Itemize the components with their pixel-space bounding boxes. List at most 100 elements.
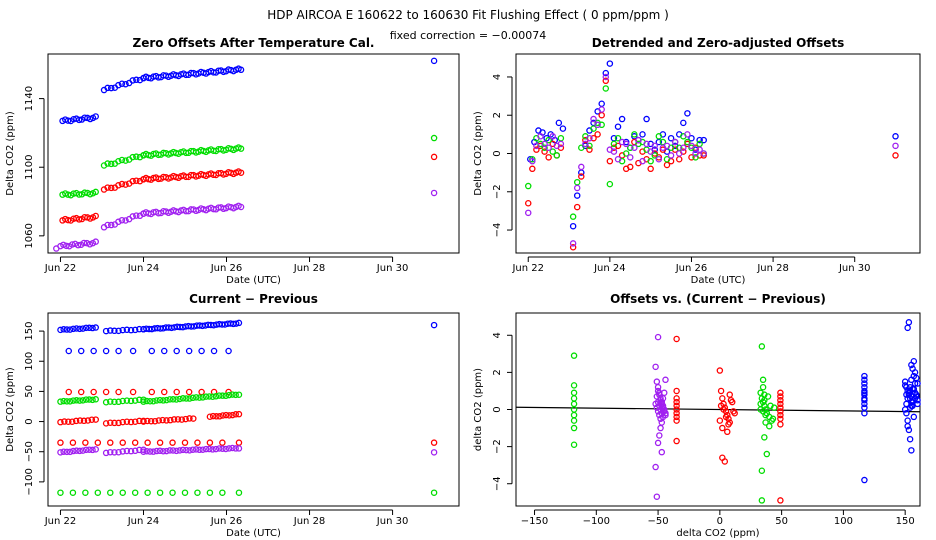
y-axis-label: delta CO2 (ppm) [473, 368, 484, 451]
data-point-purple [700, 150, 707, 157]
plot-frame [515, 312, 921, 507]
data-point-green [219, 489, 226, 496]
data-point-blue [910, 413, 918, 421]
data-point-purple [586, 134, 593, 142]
data-point-green [192, 394, 200, 401]
data-point-red [541, 148, 548, 155]
data-point-red [720, 406, 727, 413]
data-point-blue [861, 404, 868, 411]
data-point-purple [533, 142, 540, 150]
data-point-green [759, 383, 767, 391]
x-tick-label: Jun 28 [293, 516, 326, 527]
data-point-blue [75, 116, 83, 124]
data-point-purple [199, 446, 207, 453]
data-point-red [107, 419, 114, 426]
data-point-blue [86, 324, 93, 332]
data-point-red [84, 417, 92, 424]
data-point-blue [90, 347, 97, 355]
data-point-red [673, 406, 680, 413]
data-point-red [198, 388, 205, 396]
data-point-blue [210, 347, 218, 355]
data-point-purple [237, 203, 245, 211]
data-point-red [129, 388, 137, 396]
data-point-red [57, 418, 64, 426]
data-point-red [598, 111, 605, 119]
data-point-red [115, 388, 122, 396]
data-point-red [88, 416, 96, 423]
data-point-blue [111, 327, 118, 335]
data-point-green [186, 395, 193, 402]
data-point-green [570, 441, 578, 449]
data-point-red [716, 367, 724, 374]
y-tick-label: 2 [492, 369, 503, 375]
data-point-purple [653, 404, 661, 411]
data-point-purple [76, 447, 83, 455]
data-point-blue [133, 76, 140, 84]
data-point-red [102, 388, 110, 396]
data-point-green [94, 489, 102, 496]
data-point-purple [129, 213, 136, 220]
data-point-blue [107, 84, 115, 92]
data-point-blue [892, 133, 899, 140]
data-point-green [237, 145, 245, 152]
data-point-blue [639, 131, 646, 138]
data-point-blue [430, 321, 438, 329]
y-tick-label: −4 [492, 223, 503, 238]
y-tick-label: 4 [492, 74, 503, 80]
data-point-purple [186, 447, 193, 454]
data-point-purple [671, 138, 679, 146]
data-point-purple [631, 144, 638, 152]
data-point-green [102, 399, 110, 406]
data-point-purple [647, 148, 654, 155]
data-point-green [66, 398, 74, 405]
data-point-green [759, 376, 767, 384]
data-point-green [569, 213, 577, 220]
data-point-red [222, 411, 230, 419]
data-point-red [163, 417, 170, 424]
y-tick-label: 4 [492, 332, 503, 338]
y-tick-label: 0 [492, 150, 503, 156]
data-point-green [570, 417, 578, 424]
data-point-green [651, 152, 658, 159]
panel-zero-offsets: Zero Offsets After Temperature Cal. Date … [5, 36, 460, 286]
data-point-red [430, 439, 438, 446]
data-point-blue [79, 325, 87, 332]
data-point-purple [892, 142, 899, 150]
data-point-purple [140, 448, 147, 455]
x-axis-label: Date (UTC) [226, 275, 281, 286]
data-point-red [673, 437, 680, 445]
data-point-purple [656, 432, 663, 439]
panel-title: Offsets vs. (Current − Previous) [610, 292, 826, 306]
data-point-green [140, 398, 147, 405]
data-point-purple [202, 445, 210, 453]
data-point-red [237, 169, 245, 176]
data-point-red [75, 216, 83, 223]
data-point-red [675, 155, 683, 163]
data-point-green [131, 397, 139, 404]
data-point-red [92, 416, 99, 423]
data-point-purple [549, 133, 556, 140]
x-tick-label: Jun 24 [127, 516, 160, 527]
data-point-green [553, 152, 561, 159]
data-point-green [131, 489, 139, 496]
panel-detrended-offsets: Detrended and Zero-adjusted Offsets Date … [473, 36, 921, 286]
data-point-red [209, 412, 217, 420]
data-point-red [57, 439, 64, 446]
data-point-blue [602, 69, 610, 77]
data-point-green [143, 397, 151, 405]
data-point-green [107, 398, 114, 405]
data-point-green [122, 157, 129, 164]
y-tick-label: 150 [24, 322, 35, 341]
data-point-blue [76, 325, 83, 333]
data-point-purple [222, 445, 230, 453]
data-point-red [118, 180, 126, 188]
data-point-purple [639, 157, 646, 165]
data-point-green [202, 393, 210, 400]
data-point-purple [118, 216, 126, 224]
data-point-red [144, 417, 151, 425]
data-point-blue [66, 326, 74, 333]
data-point-red [721, 458, 729, 465]
data-point-green [60, 397, 67, 405]
data-point-purple [662, 376, 669, 384]
data-point-blue [904, 422, 911, 430]
